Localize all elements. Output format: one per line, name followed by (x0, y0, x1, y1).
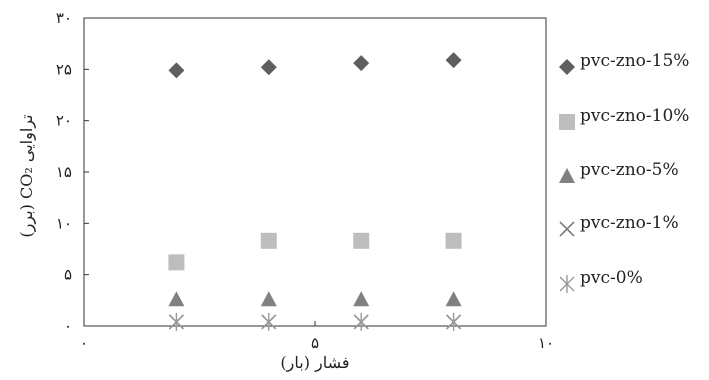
legend-item: pvc-zno-10% (559, 106, 689, 130)
data-point-diamond (445, 52, 462, 69)
x-tick-label: ۰ (80, 334, 88, 352)
data-point-asterisk (446, 312, 462, 331)
data-point-triangle (445, 291, 462, 307)
y-tick-label: ۱۰ (56, 214, 72, 232)
y-tick-label: ۵ (64, 266, 72, 284)
data-points (168, 52, 462, 331)
data-point-asterisk (261, 312, 277, 331)
legend-marker-asterisk (559, 275, 575, 293)
legend-marker-x (559, 221, 575, 237)
data-point-diamond (168, 62, 185, 79)
legend-label: pvc-zno-1% (580, 213, 679, 233)
x-tick-label: ۵ (311, 334, 319, 352)
axes: ۰ ۵ ۱۰ ۱۵ ۲۰ ۲۵ ۳۰ ۰ ۵ ۱۰ (56, 9, 554, 352)
y-tick-label: ۳۰ (56, 9, 72, 27)
legend-marker-square (559, 114, 575, 130)
x-tick-label: ۱۰ (538, 334, 554, 352)
legend-marker-triangle (559, 168, 575, 183)
legend-label: pvc-zno-15% (580, 51, 689, 71)
data-point-asterisk (353, 312, 369, 331)
legend-item: pvc-zno-1% (559, 213, 679, 237)
data-point-diamond (353, 55, 370, 72)
legend-label: pvc-0% (580, 268, 643, 288)
x-axis-label: فشار (بار) (280, 353, 349, 372)
y-tick-label: ۰ (64, 317, 72, 335)
data-point-triangle (168, 291, 185, 307)
data-point-asterisk (168, 312, 184, 331)
data-point-square (168, 254, 185, 271)
plot-area (83, 17, 547, 327)
y-axis-label: تراوایی CO₂ (برر) (17, 114, 36, 237)
data-point-square (445, 232, 462, 249)
legend-marker-diamond (559, 59, 575, 75)
legend-label: pvc-zno-10% (580, 106, 689, 126)
data-point-square (260, 232, 277, 249)
data-point-square (353, 232, 370, 249)
y-tick-label: ۱۵ (56, 163, 72, 181)
plot-frame (83, 17, 547, 327)
legend-item: pvc-zno-15% (559, 51, 689, 75)
y-tick-label: ۲۵ (56, 60, 72, 78)
data-point-triangle (353, 291, 370, 307)
y-tick-label: ۲۰ (56, 112, 72, 130)
legend-item: pvc-0% (559, 268, 643, 293)
data-point-diamond (260, 59, 277, 76)
data-point-triangle (260, 291, 277, 307)
legend-label: pvc-zno-5% (580, 160, 679, 180)
legend: pvc-zno-15% pvc-zno-10% pvc-zno-5% pvc-zno-… (559, 51, 689, 293)
legend-item: pvc-zno-5% (559, 160, 679, 183)
